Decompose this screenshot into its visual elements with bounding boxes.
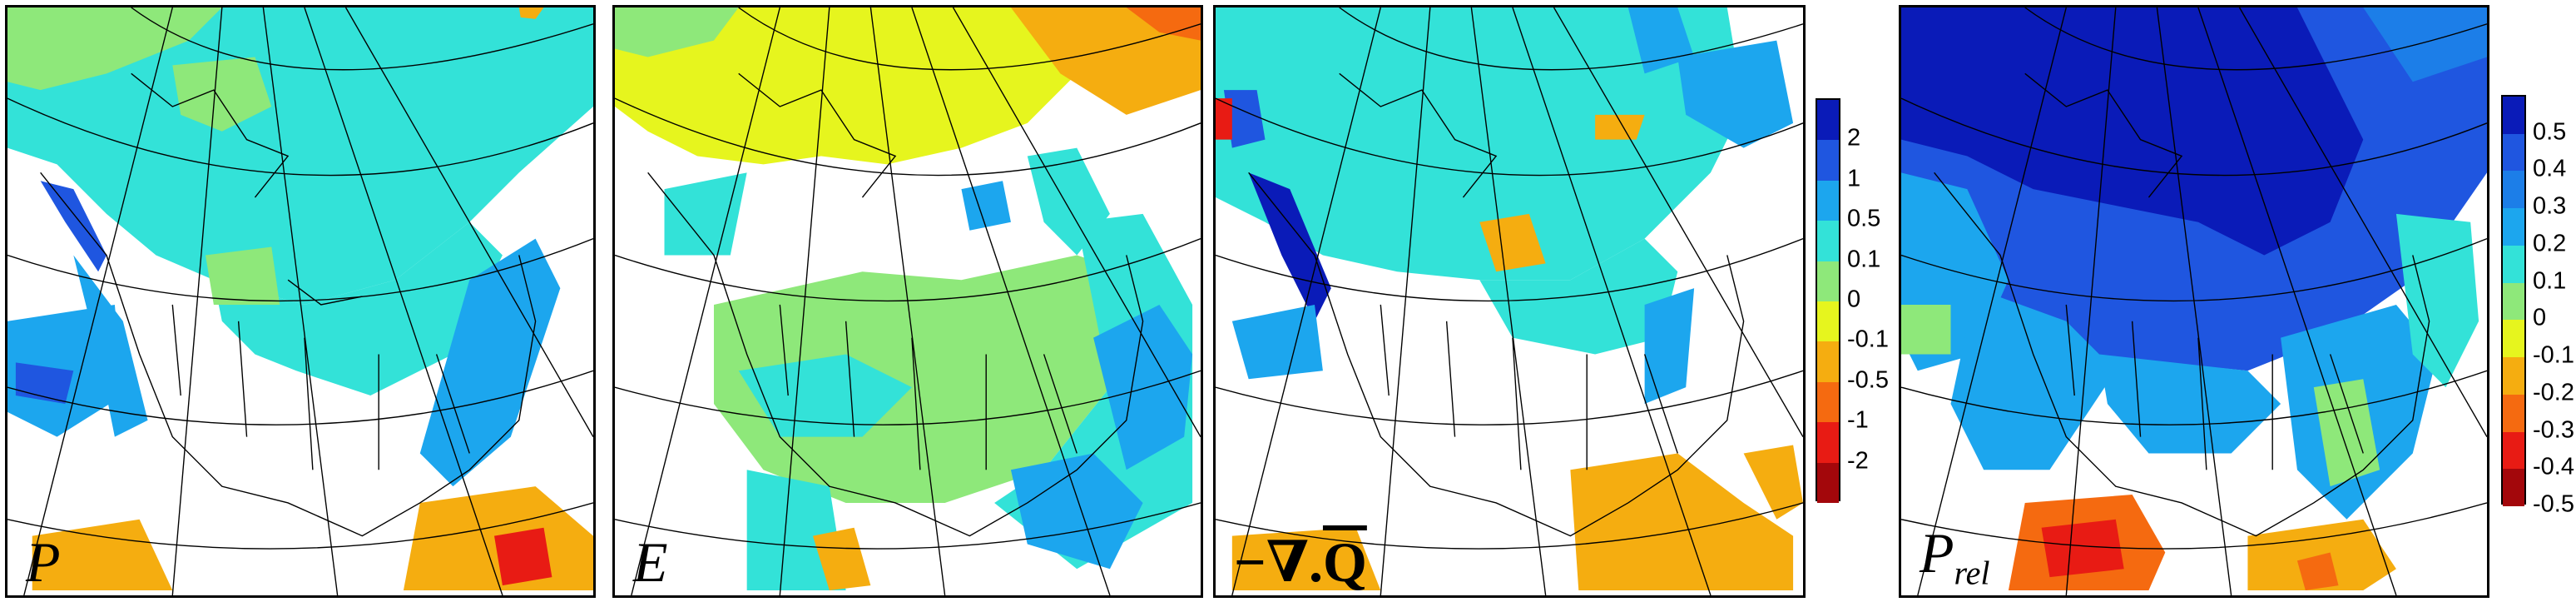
colorbar-segment	[2503, 394, 2524, 433]
colorbar-segment	[2503, 282, 2524, 321]
colorbar-segment	[2503, 245, 2524, 284]
panel-label-p-rel: Prel	[1920, 521, 1990, 592]
colorbar-tick-label: 2	[1847, 124, 1861, 152]
colorbar-tick-label: -0.1	[2533, 341, 2574, 369]
map-p	[7, 7, 593, 595]
colorbar-tick-label: 0.5	[2533, 118, 2567, 146]
colorbar-segment	[1817, 100, 1839, 141]
colorbar-relative: 0.5 0.4 0.3 0.2 0.1 0 -0.1 -0.2 -0.3 -0.4 -0.5	[2501, 95, 2574, 518]
colorbar-tick-label: -0.5	[2533, 490, 2574, 518]
colorbar-tick-label: 0	[2533, 304, 2547, 331]
colorbar-tick-label: -0.2	[2533, 379, 2574, 406]
colorbar-tick-label: 0.5	[1847, 205, 1881, 232]
map-e	[615, 7, 1201, 595]
map-panel-e: E	[612, 5, 1203, 598]
colorbar-tick-label: -1	[1847, 406, 1869, 434]
colorbar-segment	[2503, 431, 2524, 470]
colorbar-segment	[1817, 140, 1839, 182]
colorbar-segment	[1817, 261, 1839, 302]
map-div-q	[1216, 7, 1803, 595]
colorbar-segment	[1817, 422, 1839, 464]
colorbar-tick-label: 0.3	[2533, 192, 2567, 220]
colorbar-tick-label: -0.5	[1847, 366, 1889, 394]
colorbar-tick-label: 0.1	[1847, 246, 1881, 273]
colorbar-tick-label: -0.4	[2533, 453, 2574, 480]
colorbar-segment	[1817, 301, 1839, 342]
colorbar-segment	[2503, 133, 2524, 172]
colorbar-tick-label: 0.4	[2533, 155, 2567, 182]
panel-label-e: E	[633, 530, 668, 594]
colorbar-segment	[2503, 208, 2524, 246]
colorbar-tick-label: -0.3	[2533, 416, 2574, 444]
colorbar-segment	[2503, 469, 2524, 507]
colorbar-tick-label: 0.1	[2533, 267, 2567, 295]
colorbar-segment	[1817, 341, 1839, 383]
map-p-rel	[1901, 7, 2487, 595]
panel-label-p: P	[26, 530, 61, 594]
colorbar-segment	[2503, 97, 2524, 135]
map-panel-p-rel: Prel	[1899, 5, 2489, 598]
colorbar-segment	[1817, 381, 1839, 423]
colorbar-segment	[1817, 180, 1839, 221]
colorbar-tick-label: -2	[1847, 447, 1869, 475]
panel-label-div-q: −∇.Q	[1234, 530, 1367, 594]
map-panel-p: P	[5, 5, 596, 598]
colorbar-segment	[2503, 171, 2524, 209]
map-panel-div-q: −∇.Q	[1213, 5, 1806, 598]
colorbar-segment	[2503, 357, 2524, 396]
colorbar-segment	[1817, 221, 1839, 262]
colorbar-tick-label: -0.1	[1847, 326, 1889, 353]
colorbar-tick-label: 0	[1847, 286, 1861, 313]
colorbar-tick-label: 0.2	[2533, 230, 2567, 257]
colorbar-segment	[1817, 462, 1839, 504]
colorbar-tick-label: 1	[1847, 165, 1861, 192]
colorbar-absolute: 2 1 0.5 0.1 0 -0.1 -0.5 -1 -2	[1816, 98, 1907, 504]
colorbar-segment	[2503, 320, 2524, 358]
